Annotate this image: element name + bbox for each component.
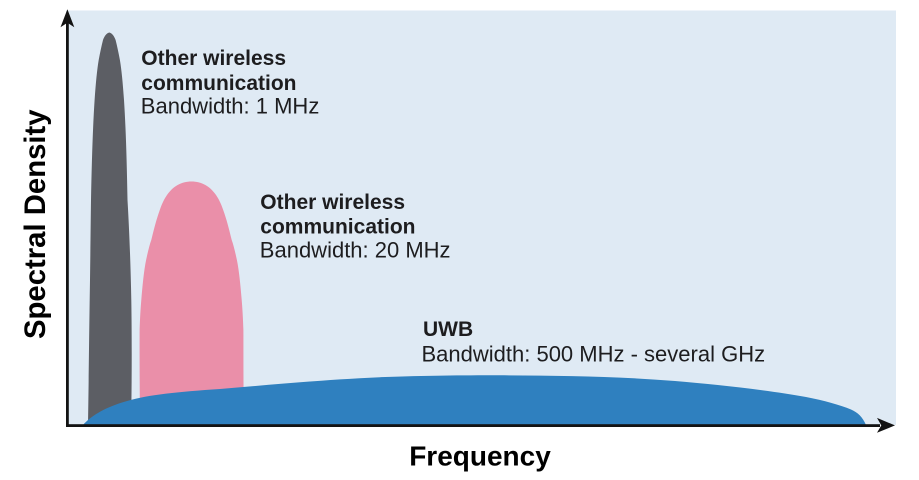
svg-text:communication: communication	[260, 216, 415, 239]
svg-text:Bandwidth: 1 MHz: Bandwidth: 1 MHz	[141, 94, 320, 119]
svg-text:Other wireless: Other wireless	[260, 191, 405, 214]
svg-text:UWB: UWB	[423, 318, 473, 341]
svg-text:Spectral Density: Spectral Density	[19, 109, 52, 339]
svg-text:Bandwidth: 20 MHz: Bandwidth: 20 MHz	[260, 238, 451, 263]
svg-text:communication: communication	[141, 72, 296, 95]
svg-text:Bandwidth: 500 MHz - several G: Bandwidth: 500 MHz - several GHz	[422, 342, 766, 367]
svg-text:Other wireless: Other wireless	[141, 47, 286, 70]
svg-text:Frequency: Frequency	[409, 441, 551, 472]
